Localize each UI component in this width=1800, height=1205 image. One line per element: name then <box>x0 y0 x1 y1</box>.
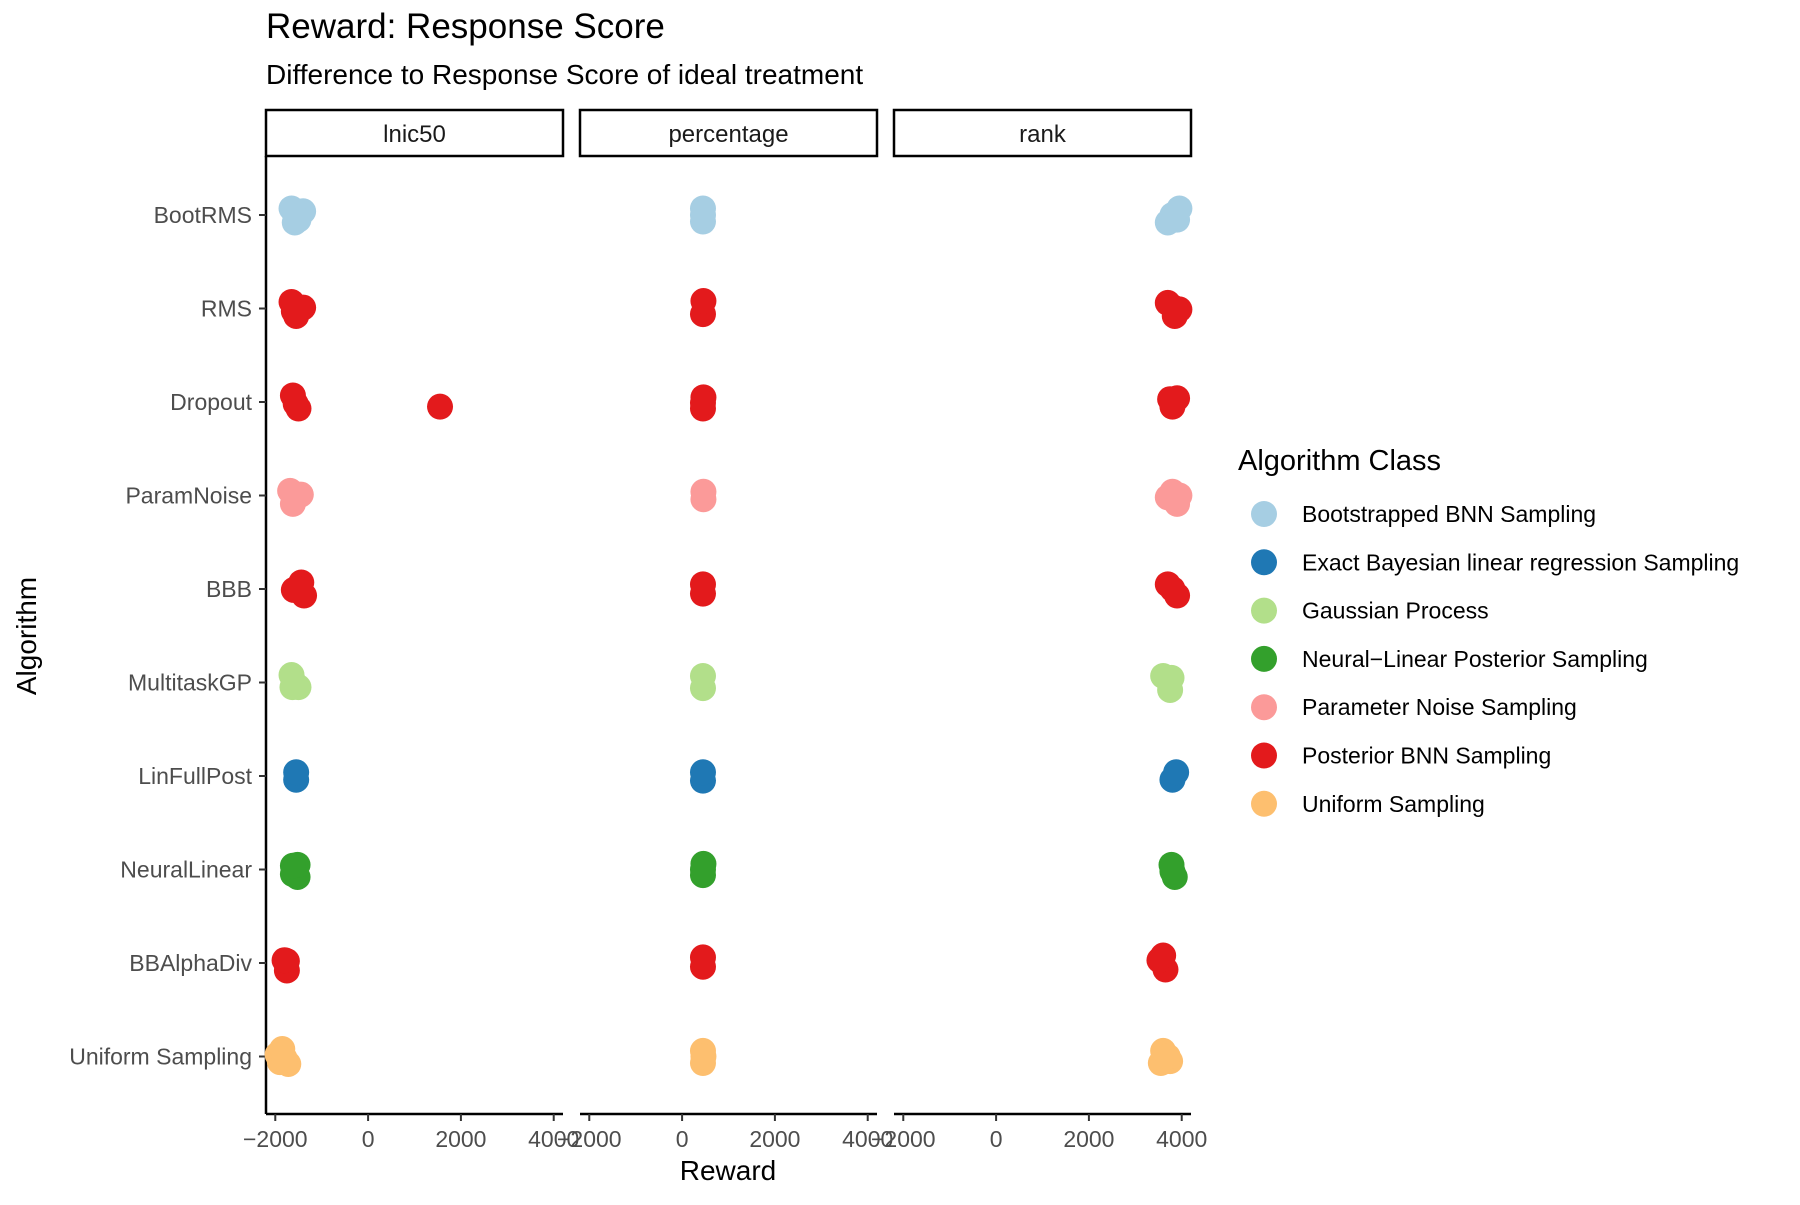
legend-key <box>1251 645 1277 672</box>
legend-label: Uniform Sampling <box>1302 791 1485 817</box>
data-point-bbb <box>1159 576 1186 602</box>
facet-strip-label: percentage <box>668 121 788 148</box>
data-point-neurallinear <box>1159 858 1186 885</box>
data-point-uniform-sampling <box>690 1043 717 1070</box>
y-tick-label-neurallinear: NeuralLinear <box>120 857 252 883</box>
legend-label: Exact Bayesian linear regression Samplin… <box>1302 549 1739 575</box>
data-point-multitaskgp <box>1158 664 1185 691</box>
facet-strip-label: lnic50 <box>383 121 446 148</box>
y-tick-label-bbalphadiv: BBAlphaDiv <box>129 950 252 976</box>
data-point-bbalphadiv <box>1150 942 1177 969</box>
data-point-paramnoise <box>690 478 717 505</box>
x-tick-label: 2000 <box>1063 1126 1114 1152</box>
x-tick-label: 4000 <box>842 1126 893 1152</box>
x-tick-label: −2000 <box>243 1126 308 1152</box>
y-axis: BootRMS RMS Dropout ParamNoise BBB MultitaskG… <box>69 156 268 1114</box>
data-point-linfullpost <box>283 759 310 786</box>
data-point-neurallinear <box>279 852 306 879</box>
data-point-bbb <box>689 571 716 598</box>
y-tick-label-uniform-sampling: Uniform Sampling <box>69 1044 252 1070</box>
legend-label: Posterior BNN Sampling <box>1302 743 1551 769</box>
y-tick-label-bbb: BBB <box>206 576 252 602</box>
data-point-rms <box>280 298 307 325</box>
legend-label: Parameter Noise Sampling <box>1302 694 1577 720</box>
facet-strip <box>578 108 879 158</box>
legend-key <box>1251 694 1277 721</box>
legend-item-posterior-bnn-sampling: Posterior BNN Sampling <box>1251 742 1551 769</box>
data-point-paramnoise <box>1166 482 1193 509</box>
x-tick-label: −2000 <box>557 1126 622 1152</box>
legend-label: Gaussian Process <box>1302 598 1489 624</box>
data-point-rms <box>690 288 717 315</box>
x-axis-label: Reward <box>680 1155 776 1186</box>
y-tick-label-dropout: Dropout <box>170 389 252 415</box>
data-point-dropout <box>689 389 716 416</box>
data-point-bbb <box>285 576 312 602</box>
x-tick-label: 0 <box>676 1126 689 1152</box>
facet-strip <box>264 108 565 158</box>
chart-subtitle: Difference to Response Score of ideal tr… <box>266 59 863 90</box>
data-point-uniform-sampling <box>1154 1043 1181 1070</box>
data-point-dropout <box>427 393 454 420</box>
data-point-uniform-sampling <box>271 1045 298 1072</box>
legend-item-parameter-noise-sampling: Parameter Noise Sampling <box>1251 694 1577 721</box>
facet-lnic50: lnic50 −2000 0 2000 4000 <box>243 108 579 1152</box>
data-point-linfullpost <box>689 759 716 786</box>
facet-panels: lnic50 −2000 0 2000 4000 percentage −2000 0 2000… <box>243 108 1207 1152</box>
chart-title: Reward: Response Score <box>266 7 665 46</box>
y-tick-label-paramnoise: ParamNoise <box>125 483 252 509</box>
legend-item-exact-bayesian-linear-regression-sampling: Exact Bayesian linear regression Samplin… <box>1251 549 1739 576</box>
legend-title: Algorithm Class <box>1238 445 1441 477</box>
data-point-bootrms <box>285 206 312 233</box>
data-point-dropout <box>1157 386 1184 413</box>
legend-label: Bootstrapped BNN Sampling <box>1302 501 1596 527</box>
y-tick-label-bootrms: BootRMS <box>154 202 252 228</box>
legend-key <box>1251 790 1277 817</box>
legend: Algorithm Class Bootstrapped BNN Samplin… <box>1238 445 1739 817</box>
x-tick-label: 0 <box>362 1126 375 1152</box>
facet-strip <box>892 108 1193 158</box>
data-point-bootrms <box>689 202 716 228</box>
facet-strip-label: rank <box>1019 121 1067 148</box>
y-axis-label: Algorithm <box>11 577 42 695</box>
data-point-paramnoise <box>283 484 310 511</box>
legend-key <box>1251 549 1277 576</box>
legend-item-uniform-sampling: Uniform Sampling <box>1251 790 1485 817</box>
legend-key <box>1251 742 1277 769</box>
data-point-linfullpost <box>1163 759 1190 786</box>
data-point-dropout <box>282 390 309 417</box>
data-point-multitaskgp <box>280 669 307 696</box>
data-point-rms <box>1160 294 1187 321</box>
legend-label: Neural−Linear Posterior Sampling <box>1302 646 1648 672</box>
x-tick-label: 2000 <box>749 1126 800 1152</box>
data-point-neurallinear <box>689 856 716 883</box>
x-tick-label: 0 <box>990 1126 1003 1152</box>
x-tick-label: 4000 <box>528 1126 579 1152</box>
legend-key <box>1251 501 1277 527</box>
facet-rank: rank −2000 0 2000 4000 <box>871 108 1207 1152</box>
y-tick-label-multitaskgp: MultitaskGP <box>128 670 252 696</box>
x-tick-label: 2000 <box>435 1126 486 1152</box>
legend-item-bootstrapped-bnn-sampling: Bootstrapped BNN Sampling <box>1251 501 1596 527</box>
facet-percentage: percentage −2000 0 2000 4000 <box>557 108 893 1152</box>
y-tick-label-linfullpost: LinFullPost <box>138 763 252 789</box>
legend-item-neural-linear-posterior-sampling: Neural−Linear Posterior Sampling <box>1251 645 1648 672</box>
data-point-bbalphadiv <box>689 944 716 971</box>
x-tick-label: −2000 <box>871 1126 936 1152</box>
data-point-multitaskgp <box>689 662 716 689</box>
x-tick-label: 4000 <box>1156 1126 1207 1152</box>
data-point-bootrms <box>1159 202 1186 228</box>
y-tick-label-rms: RMS <box>201 296 252 322</box>
data-point-bbalphadiv <box>271 947 298 974</box>
legend-item-gaussian-process: Gaussian Process <box>1251 597 1489 624</box>
legend-key <box>1251 597 1277 624</box>
